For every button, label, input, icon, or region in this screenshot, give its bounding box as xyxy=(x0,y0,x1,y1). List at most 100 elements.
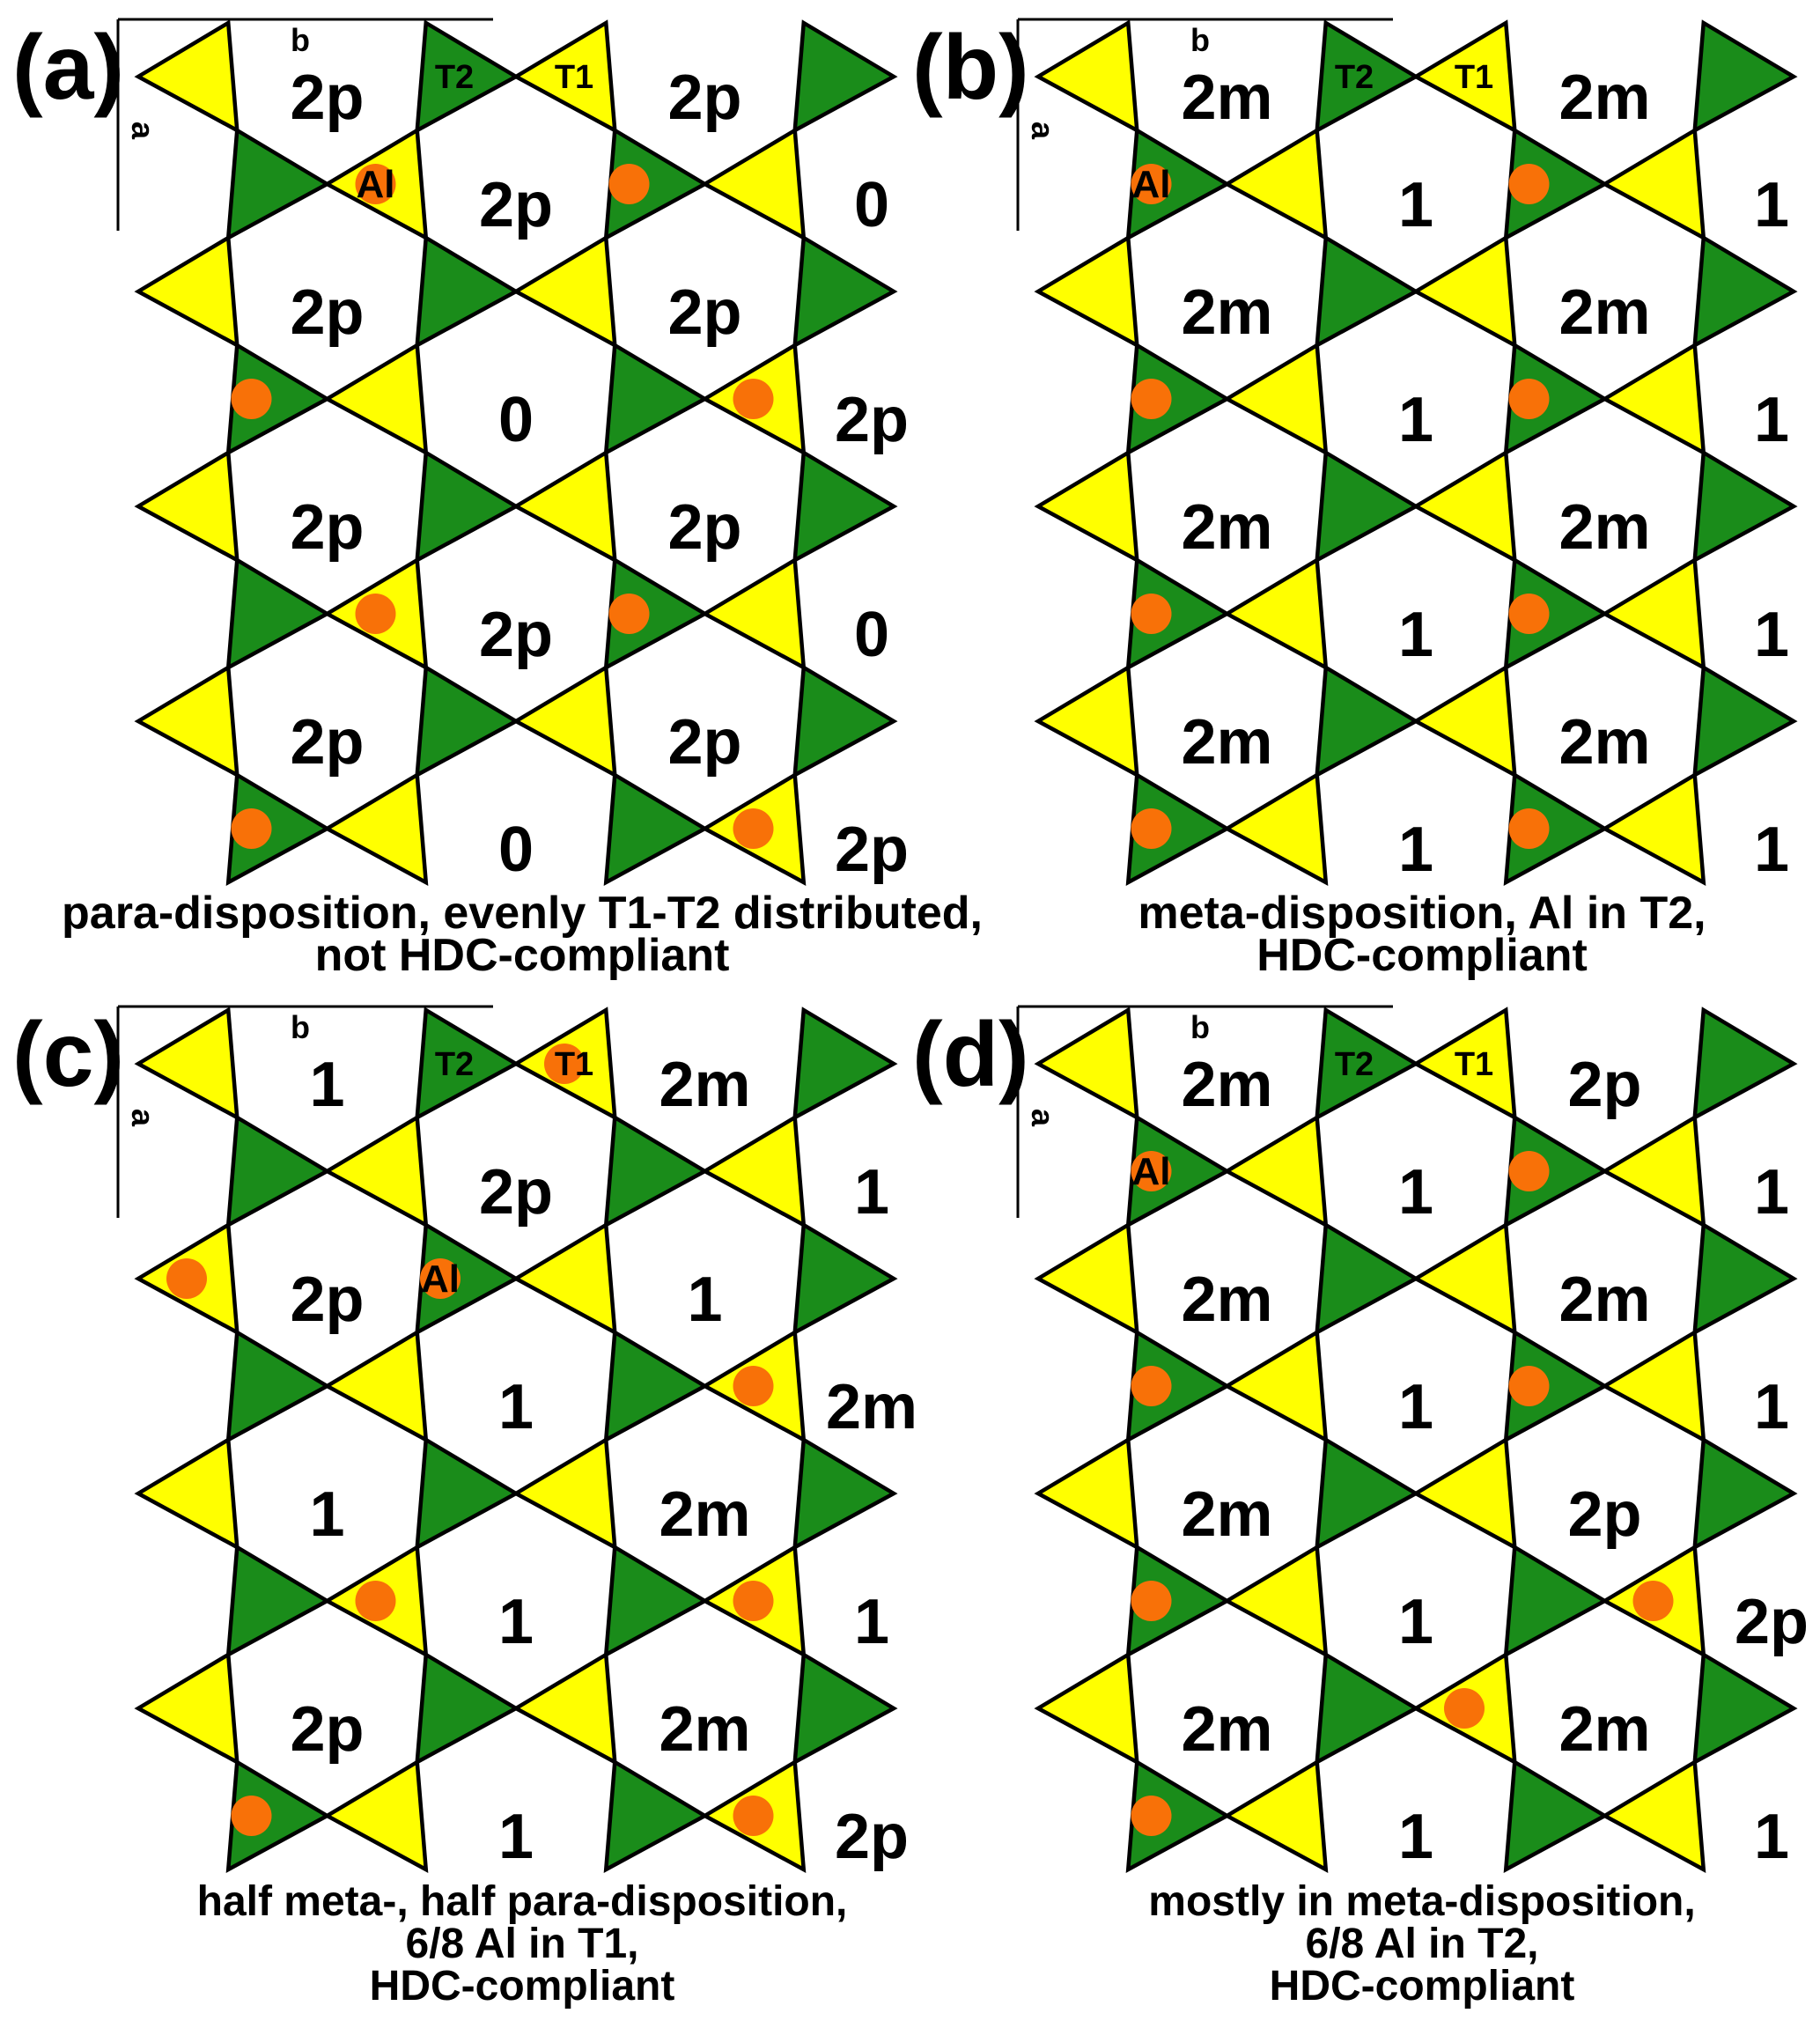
axis-a-label: a xyxy=(1025,1109,1061,1127)
cell-label: 1 xyxy=(498,1372,534,1442)
al-atom-circle xyxy=(733,808,774,849)
cell-label: 1 xyxy=(1398,815,1433,885)
cell-label: 2m xyxy=(1181,277,1272,348)
panel-caption-line: not HDC-compliant xyxy=(315,930,730,981)
cell-label: 1 xyxy=(1398,600,1433,670)
t2-triangle xyxy=(225,1544,332,1658)
panel-letter: (d) xyxy=(912,1004,1029,1106)
cell-label: 1 xyxy=(1754,1802,1789,1872)
t1-triangle xyxy=(1222,1759,1329,1873)
axis-b-label: b xyxy=(1190,22,1210,58)
t1-triangle xyxy=(1034,1007,1139,1121)
t2-triangle xyxy=(1692,19,1798,134)
t1-triangle xyxy=(1222,127,1329,241)
t1-triangle xyxy=(134,234,239,349)
cell-label: 1 xyxy=(1754,1372,1789,1442)
panel-caption-line: HDC-compliant xyxy=(1270,1963,1575,2010)
cell-label: 1 xyxy=(1398,1587,1433,1657)
cell-label: 2p xyxy=(290,1265,364,1335)
cell-label: 1 xyxy=(1398,170,1433,240)
cell-label: 2m xyxy=(659,1694,750,1765)
t1-triangle xyxy=(1222,557,1329,671)
t2-site-label: T2 xyxy=(435,59,474,96)
al-atom-circle xyxy=(1131,164,1172,204)
t2-triangle xyxy=(603,1329,710,1443)
cell-label: 1 xyxy=(498,1587,534,1657)
axis-a-label: a xyxy=(125,122,161,140)
cell-label: 2p xyxy=(667,63,741,133)
t2-triangle xyxy=(1315,1221,1420,1336)
al-atom-circle xyxy=(1131,1581,1172,1621)
t1-site-label: T1 xyxy=(1455,1046,1493,1083)
al-atom-circle xyxy=(420,1258,461,1299)
cell-label: 0 xyxy=(854,600,889,670)
t2-triangle xyxy=(415,1007,520,1121)
panel-d: b a Al T2 T1 2m 2p 1 1 2m 2m 1 1 2m 2p 1 2p 2m 2m 1 1 (d) most… xyxy=(912,1004,1809,2010)
t1-triangle xyxy=(1600,342,1706,456)
cell-label: 0 xyxy=(854,170,889,240)
t1-triangle xyxy=(322,342,429,456)
cell-label: 2p xyxy=(667,492,741,563)
cell-label: 2p xyxy=(667,277,741,348)
t1-triangle xyxy=(1411,19,1517,134)
t1-triangle xyxy=(1600,1114,1706,1228)
t1-site-label: T1 xyxy=(1455,59,1493,96)
t2-triangle xyxy=(415,664,520,778)
t1-triangle xyxy=(1600,1759,1706,1873)
t1-triangle xyxy=(1411,1221,1517,1336)
cell-label: 1 xyxy=(1398,1802,1433,1872)
cell-label: 2p xyxy=(1567,1050,1641,1120)
t2-triangle xyxy=(792,664,898,778)
t2-triangle xyxy=(603,1759,710,1873)
cell-label: 2p xyxy=(835,815,909,885)
cell-label: 2p xyxy=(290,492,364,563)
cell-label: 2p xyxy=(1735,1587,1809,1657)
cell-label: 2m xyxy=(1181,63,1272,133)
t1-triangle xyxy=(700,557,807,671)
t2-triangle xyxy=(1315,19,1420,134)
cell-label: 2m xyxy=(1181,1694,1272,1765)
t2-triangle xyxy=(603,1544,710,1658)
al-atom-circle xyxy=(1131,1796,1172,1836)
t2-triangle xyxy=(1692,1436,1798,1551)
al-atom-circle xyxy=(231,1796,272,1836)
cell-label: 2m xyxy=(659,1050,750,1120)
cell-label: 1 xyxy=(1754,170,1789,240)
al-atom-circle xyxy=(1508,808,1550,849)
panel-caption-line: 6/8 Al in T1, xyxy=(406,1921,639,1967)
panel-b: b a Al T2 T1 2m 2m 1 1 2m 2m 1 1 2m 2m 1 1 2m 2m 1 1 (b) meta-… xyxy=(912,17,1798,981)
t1-triangle xyxy=(134,1007,239,1121)
panel-letter: (a) xyxy=(12,17,124,119)
t1-triangle xyxy=(700,1114,807,1228)
t1-triangle xyxy=(322,1329,429,1443)
al-atom-circle xyxy=(1131,594,1172,634)
al-atom-circle xyxy=(231,808,272,849)
al-atom-circle xyxy=(1131,808,1172,849)
al-atom-circle xyxy=(355,594,396,634)
cell-label: 2p xyxy=(290,707,364,778)
al-atom-circle xyxy=(608,164,650,204)
axis-b-label: b xyxy=(291,1009,310,1045)
al-atom-circle xyxy=(1131,1151,1172,1191)
t1-site-label: T1 xyxy=(555,1046,593,1083)
t1-triangle xyxy=(1034,1436,1139,1551)
t1-triangle xyxy=(1411,1436,1517,1551)
t2-triangle xyxy=(792,1651,898,1766)
t1-triangle xyxy=(1600,771,1706,886)
t1-triangle xyxy=(1411,234,1517,349)
t2-triangle xyxy=(225,127,332,241)
panel-caption-line: 6/8 Al in T2, xyxy=(1306,1921,1539,1967)
t2-site-label: T2 xyxy=(435,1046,474,1083)
al-atom-circle xyxy=(544,1043,585,1084)
t1-triangle xyxy=(1034,1651,1139,1766)
al-atom-circle xyxy=(608,594,650,634)
cell-label: 1 xyxy=(1754,600,1789,670)
panel-letter: (b) xyxy=(912,17,1029,119)
cell-label: 2p xyxy=(290,63,364,133)
al-atom-label: Al xyxy=(1132,163,1171,206)
t2-site-label: T2 xyxy=(1335,1046,1374,1083)
t2-triangle xyxy=(1315,664,1420,778)
al-atom-circle xyxy=(733,1366,774,1406)
t1-triangle xyxy=(1034,19,1139,134)
t1-triangle xyxy=(1034,664,1139,778)
